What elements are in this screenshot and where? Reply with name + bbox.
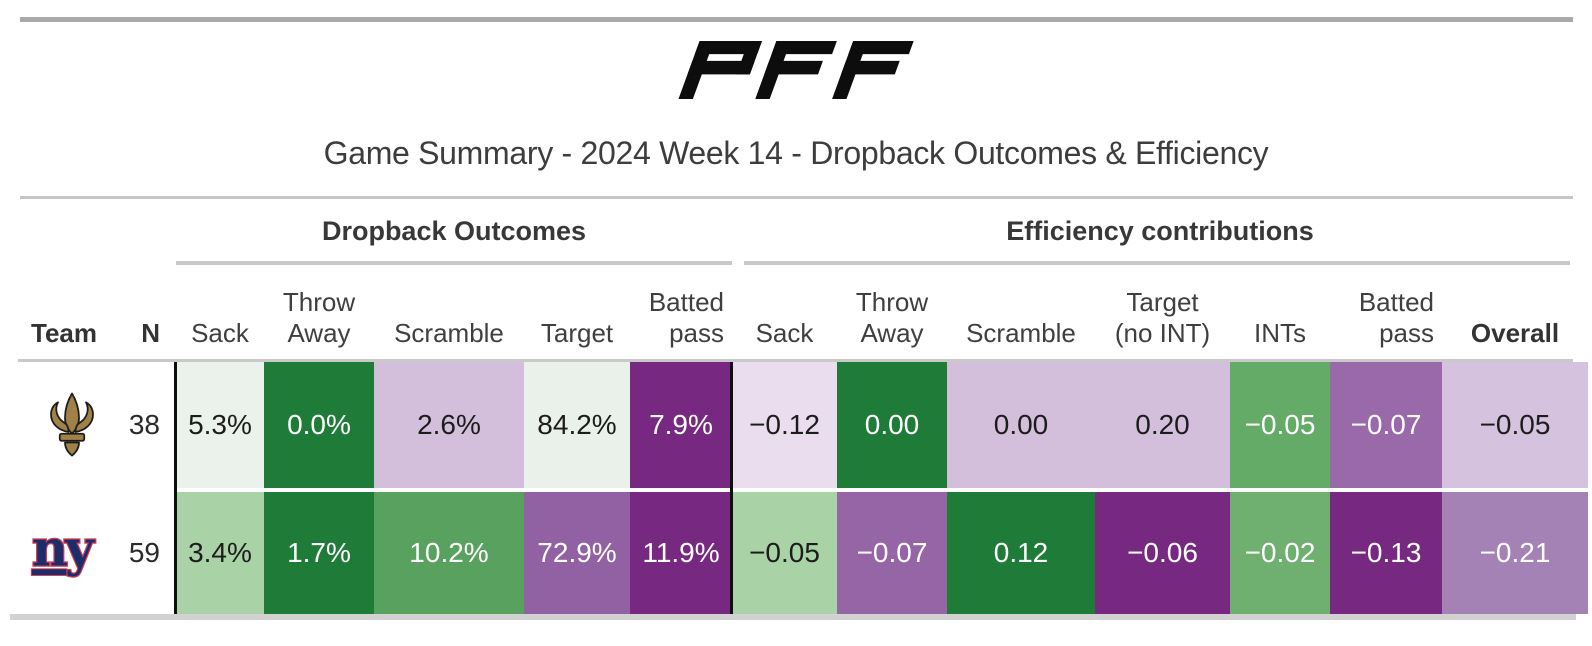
title-divider bbox=[20, 196, 1573, 199]
col-header-efficiency-batted-pass: Batted pass bbox=[1358, 287, 1434, 348]
col-header-outcome-target: Target bbox=[540, 318, 614, 348]
dropback-outcomes-underline bbox=[176, 261, 732, 265]
value-cell-outcome-throw-away: 0.0% bbox=[264, 362, 374, 488]
value-cell-eff-scramble: 0.12 bbox=[947, 492, 1095, 614]
team-cell: ny bbox=[0, 492, 116, 614]
value-cell-outcome-sack: 3.4% bbox=[176, 492, 264, 614]
table-vertical-divider-middle bbox=[730, 362, 733, 614]
value-cell-outcome-target: 84.2% bbox=[524, 362, 630, 488]
pff-logo-icon bbox=[678, 40, 914, 100]
col-header-efficiency-scramble: Scramble bbox=[966, 318, 1076, 348]
value-cell-outcome-target: 72.9% bbox=[524, 492, 630, 614]
value-cell-eff-ints: −0.02 bbox=[1230, 492, 1330, 614]
col-header-efficiency-sack: Sack bbox=[755, 318, 814, 348]
page-title: Game Summary - 2024 Week 14 - Dropback O… bbox=[323, 135, 1269, 171]
value-cell-eff-throw-away: −0.07 bbox=[837, 492, 947, 614]
col-header-n: N bbox=[141, 318, 160, 348]
value-cell-outcome-scramble: 2.6% bbox=[374, 362, 524, 488]
value-cell-eff-batted: −0.13 bbox=[1330, 492, 1442, 614]
value-cell-eff-batted: −0.07 bbox=[1330, 362, 1442, 488]
value-cell-overall: −0.05 bbox=[1442, 362, 1588, 488]
table-body: 38 5.3% 0.0% 2.6% 84.2% 7.9% −0.12 0.00 … bbox=[0, 362, 1592, 614]
n-cell: 59 bbox=[128, 537, 160, 568]
col-header-overall: Overall bbox=[1470, 318, 1560, 348]
value-cell-outcome-batted: 7.9% bbox=[630, 362, 732, 488]
group-header-efficiency-contributions: Efficiency contributions bbox=[1006, 216, 1314, 246]
saints-fleur-de-lis-logo-icon bbox=[50, 392, 94, 457]
n-cell: 38 bbox=[128, 409, 160, 440]
value-cell-eff-target-no-int: −0.06 bbox=[1095, 492, 1230, 614]
group-underline-row bbox=[0, 261, 1592, 265]
value-cell-outcome-throw-away: 1.7% bbox=[264, 492, 374, 614]
value-cell-outcome-batted: 11.9% bbox=[630, 492, 732, 614]
table-row-giants: ny 59 3.4% 1.7% 10.2% 72.9% 11.9% −0.05 … bbox=[0, 492, 1592, 614]
value-cell-eff-target-no-int: 0.20 bbox=[1095, 362, 1230, 488]
value-cell-overall: −0.21 bbox=[1442, 492, 1588, 614]
col-header-outcome-batted-pass: Batted pass bbox=[648, 287, 724, 348]
bottom-divider bbox=[10, 614, 1576, 620]
efficiency-underline bbox=[744, 261, 1570, 265]
value-cell-eff-scramble: 0.00 bbox=[947, 362, 1095, 488]
value-cell-eff-ints: −0.05 bbox=[1230, 362, 1330, 488]
value-cell-outcome-sack: 5.3% bbox=[176, 362, 264, 488]
column-header-row: Team N Sack Throw Away Scramble Target Ba… bbox=[0, 265, 1592, 359]
col-header-efficiency-ints: INTs bbox=[1254, 318, 1306, 348]
col-header-outcome-sack: Sack bbox=[191, 318, 249, 348]
value-cell-outcome-scramble: 10.2% bbox=[374, 492, 524, 614]
value-cell-eff-sack: −0.12 bbox=[732, 362, 837, 488]
column-group-header-row: Dropback Outcomes Efficiency contributio… bbox=[0, 216, 1592, 247]
col-header-outcome-scramble: Scramble bbox=[394, 318, 504, 348]
value-cell-eff-throw-away: 0.00 bbox=[837, 362, 947, 488]
col-header-efficiency-target-no-int: Target (no INT) bbox=[1114, 287, 1211, 348]
col-header-team: Team bbox=[31, 318, 97, 348]
header-divider bbox=[18, 359, 1573, 362]
table-row-saints: 38 5.3% 0.0% 2.6% 84.2% 7.9% −0.12 0.00 … bbox=[0, 362, 1592, 488]
col-header-efficiency-throw-away: Throw Away bbox=[855, 287, 929, 348]
table-vertical-divider-left bbox=[174, 362, 177, 614]
value-cell-eff-sack: −0.05 bbox=[732, 492, 837, 614]
brand-header bbox=[0, 40, 1592, 100]
giants-ny-logo-icon: ny bbox=[31, 520, 101, 579]
col-header-outcome-throw-away: Throw Away bbox=[282, 287, 356, 348]
group-header-dropback-outcomes: Dropback Outcomes bbox=[321, 216, 587, 246]
top-divider bbox=[20, 17, 1573, 22]
team-cell bbox=[0, 362, 116, 488]
